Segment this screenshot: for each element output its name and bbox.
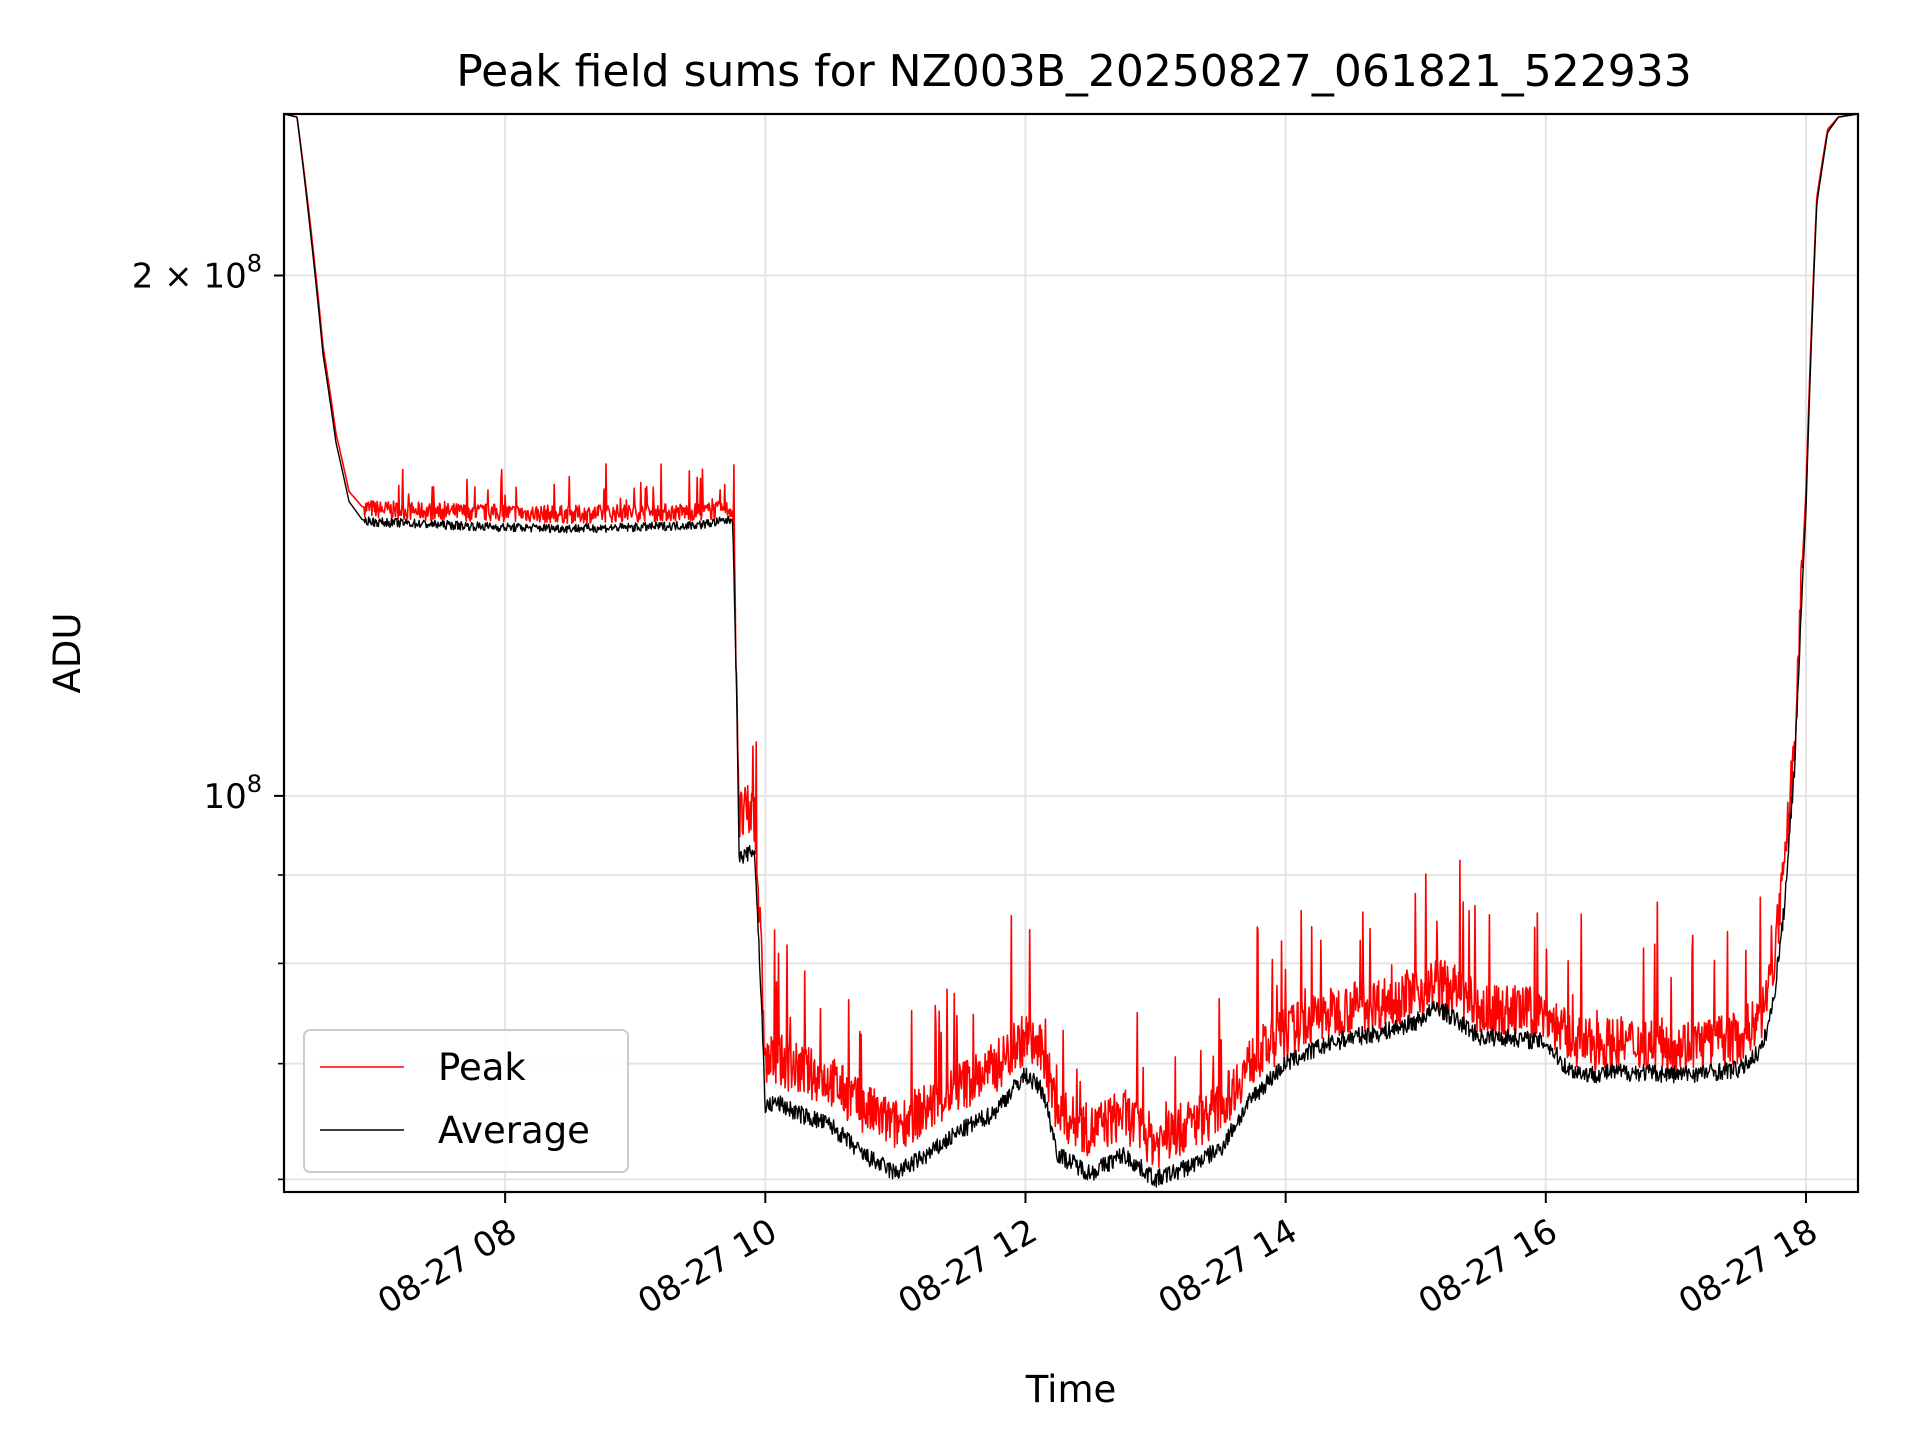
y-tick-label: 2 × 108: [132, 249, 262, 296]
series-layer: [283, 113, 1859, 1188]
series-average-line: [283, 113, 1859, 1188]
legend: Peak Average: [303, 1029, 629, 1173]
legend-label-peak: Peak: [438, 1046, 526, 1089]
legend-label-average: Average: [438, 1109, 590, 1152]
x-axis-label: Time: [1025, 1368, 1117, 1411]
series-peak-line: [283, 113, 1859, 1168]
plot-frame: [282, 112, 1860, 1194]
y-axis-label: ADU: [46, 613, 89, 694]
legend-box: [303, 1029, 629, 1173]
y-tick-label: 108: [203, 770, 262, 817]
chart-title: Peak field sums for NZ003B_20250827_0618…: [456, 46, 1692, 97]
